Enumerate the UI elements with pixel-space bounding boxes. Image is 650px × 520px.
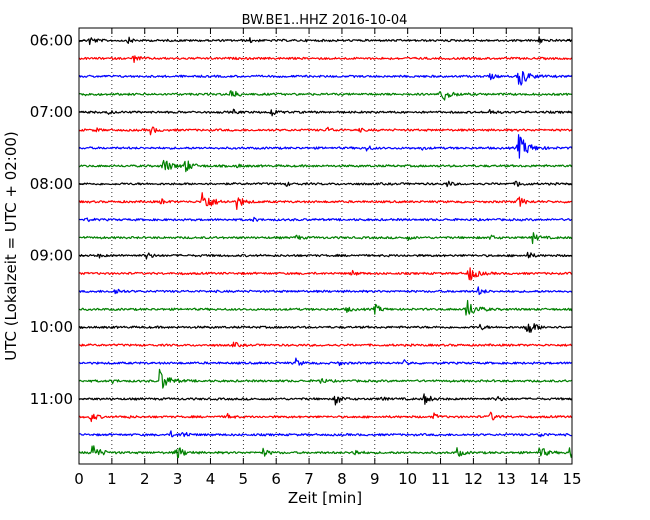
y-tick-label-0900: 09:00: [30, 247, 73, 265]
trace-0630: [78, 71, 573, 86]
y-tick-label-1100: 11:00: [30, 390, 73, 408]
trace-0900: [78, 251, 573, 260]
chart-title: BW.BE1..HHZ 2016-10-04: [242, 13, 408, 28]
trace-1100: [78, 393, 573, 406]
x-axis-title: Zeit [min]: [288, 489, 362, 507]
x-tick-label-2: 2: [140, 470, 150, 488]
y-tick-label-0800: 08:00: [30, 175, 73, 193]
x-tick-label-14: 14: [530, 470, 549, 488]
x-tick-label-9: 9: [370, 470, 380, 488]
trace-0700: [78, 108, 573, 117]
y-tick-label-1000: 10:00: [30, 318, 73, 336]
x-tick-label-6: 6: [271, 470, 281, 488]
grid-layer: [111, 28, 540, 464]
x-tick-label-8: 8: [337, 470, 347, 488]
x-tick-label-1: 1: [107, 470, 117, 488]
trace-0730: [78, 134, 573, 159]
trace-0845: [78, 232, 573, 245]
x-tick-label-11: 11: [431, 470, 450, 488]
x-tick-label-15: 15: [562, 470, 581, 488]
trace-0645: [78, 90, 573, 101]
trace-1015: [78, 341, 573, 348]
trace-0600: [78, 36, 573, 46]
x-tick-label-10: 10: [398, 470, 417, 488]
x-tick-label-5: 5: [239, 470, 249, 488]
x-tick-label-3: 3: [173, 470, 183, 488]
trace-0930: [78, 286, 573, 296]
x-tick-label-7: 7: [304, 470, 314, 488]
trace-0745: [78, 159, 573, 173]
y-axis-title: UTC (Lokalzeit = UTC + 02:00): [2, 131, 20, 361]
trace-1045: [78, 368, 573, 389]
x-tick-label-13: 13: [497, 470, 516, 488]
trace-0945: [78, 299, 573, 316]
trace-0715: [78, 126, 573, 136]
traces-layer: [78, 36, 573, 459]
trace-1030: [78, 357, 573, 367]
y-tick-label-0600: 06:00: [30, 32, 73, 50]
trace-0830: [78, 216, 573, 223]
x-tick-label-4: 4: [206, 470, 216, 488]
trace-0800: [78, 180, 572, 188]
trace-1145: [78, 445, 573, 459]
trace-0915: [78, 267, 573, 281]
trace-0815: [78, 192, 573, 210]
trace-1000: [79, 323, 573, 333]
plot-frame: [78, 27, 573, 465]
trace-1130: [79, 430, 573, 438]
y-tick-label-0700: 07:00: [30, 103, 73, 121]
x-tick-label-0: 0: [74, 470, 84, 488]
x-tick-label-12: 12: [464, 470, 483, 488]
trace-1115: [78, 411, 573, 423]
ticks-layer: 0 1 2 3 4 5 6 7 8 9 10 11 12 13 14 1506:0007:0008:0009:…: [30, 28, 582, 488]
trace-0615: [78, 55, 573, 63]
